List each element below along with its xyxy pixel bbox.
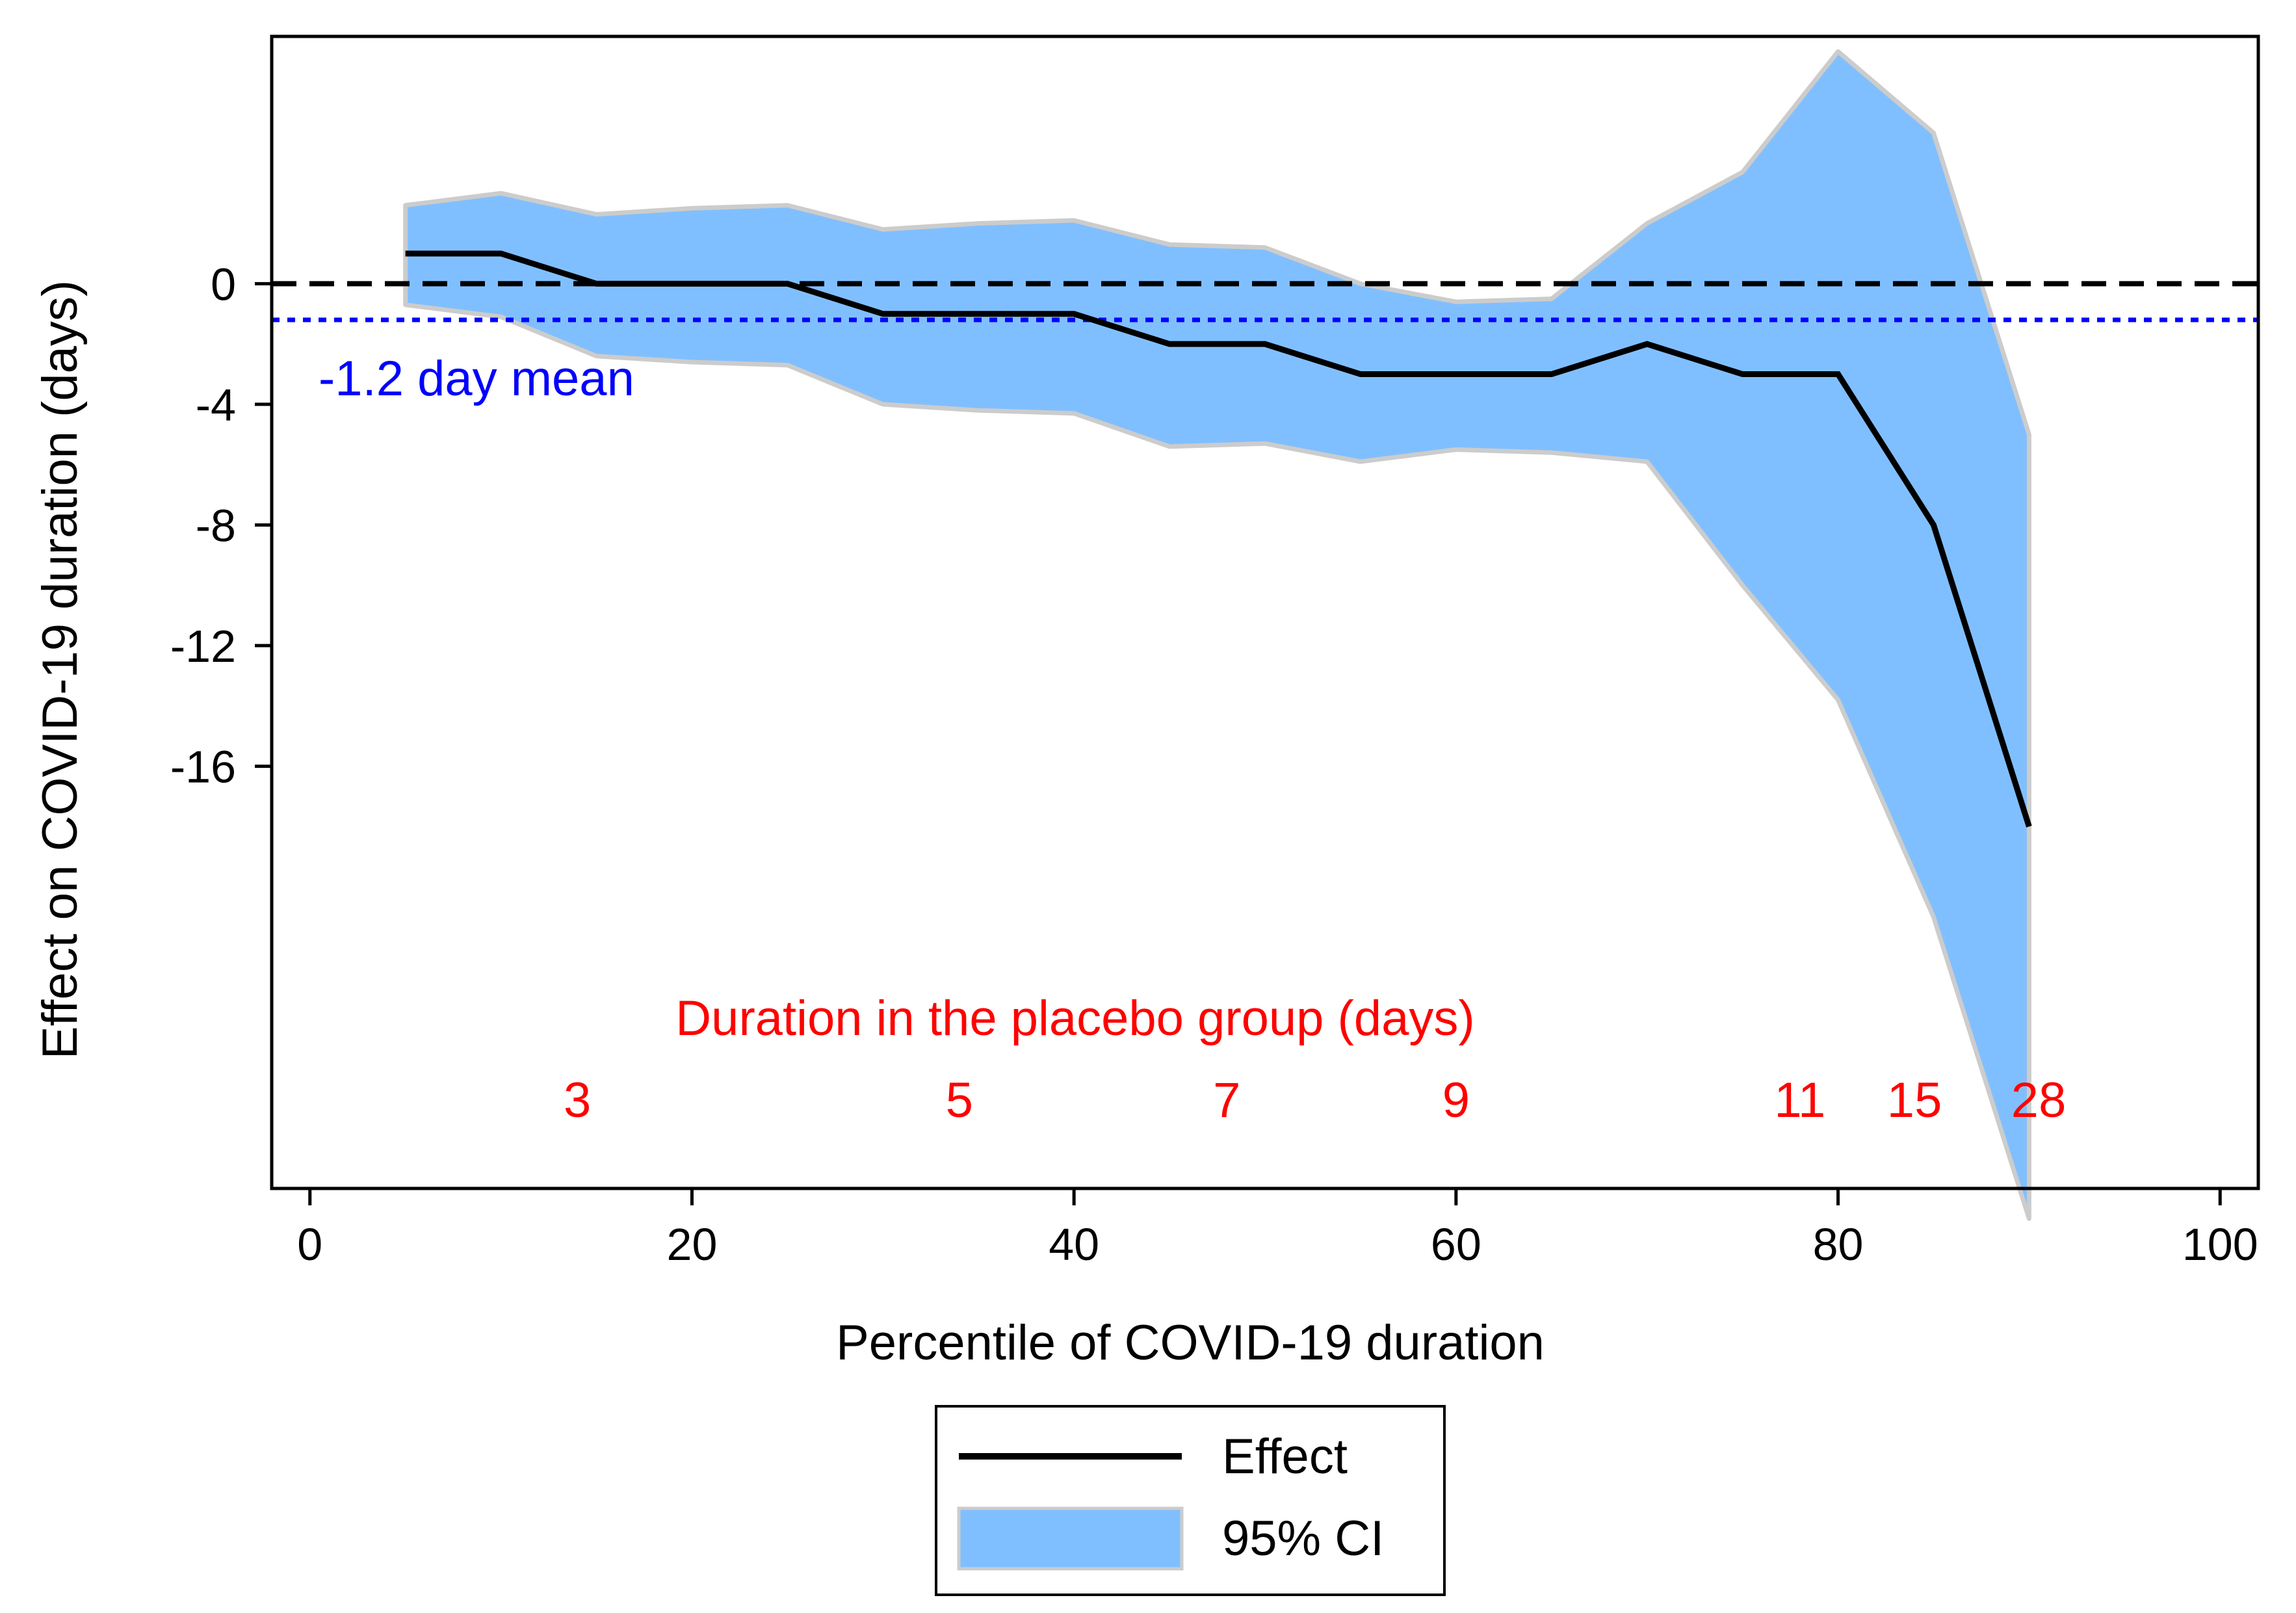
x-tick-label: 40: [1049, 1219, 1099, 1270]
y-axis-title: Effect on COVID-19 duration (days): [33, 280, 88, 1059]
x-tick-label: 20: [667, 1219, 718, 1270]
y-axis: 0 -4 -8 -12 -16: [170, 259, 272, 793]
placebo-day-label: 7: [1213, 1073, 1240, 1128]
y-tick-label: -8: [196, 500, 236, 551]
y-tick-label: -16: [170, 742, 236, 793]
y-tick-label: -12: [170, 621, 236, 672]
x-tick-label: 60: [1431, 1219, 1481, 1270]
x-axis-title: Percentile of COVID-19 duration: [836, 1315, 1545, 1370]
effect-line: [405, 250, 2032, 828]
placebo-day-label: 3: [564, 1073, 591, 1128]
legend-ci-label: 95% CI: [1222, 1511, 1384, 1566]
ci-band: [403, 49, 2031, 1221]
x-tick-label: 100: [2182, 1219, 2258, 1270]
y-tick-label: -4: [196, 380, 236, 430]
x-tick-label: 80: [1813, 1219, 1864, 1270]
legend-ci-swatch: [957, 1506, 1184, 1571]
plot-frame: [270, 34, 2260, 1190]
placebo-title: Duration in the placebo group (days): [675, 991, 1474, 1046]
ci-band-layer: [403, 49, 2031, 1221]
x-tick-label: 0: [297, 1219, 322, 1270]
placebo-day-label: 11: [1774, 1073, 1825, 1128]
placebo-day-label: 9: [1442, 1073, 1470, 1128]
effect-line-layer: [405, 250, 2032, 828]
reference-lines-layer: [272, 281, 2258, 322]
placebo-day-label: 28: [2011, 1073, 2067, 1128]
legend: Effect 95% CI: [935, 1405, 1446, 1596]
placebo-day-label: 15: [1887, 1073, 1942, 1128]
y-tick-label: 0: [211, 259, 236, 309]
x-axis: 0 20 40 60 80 100: [297, 1188, 2258, 1270]
placebo-day-label: 5: [946, 1073, 973, 1128]
mean-label: -1.2 day mean: [319, 351, 634, 406]
annotations-layer: -1.2 day mean Duration in the placebo gro…: [319, 351, 2066, 1128]
legend-effect-label: Effect: [1222, 1429, 1348, 1484]
